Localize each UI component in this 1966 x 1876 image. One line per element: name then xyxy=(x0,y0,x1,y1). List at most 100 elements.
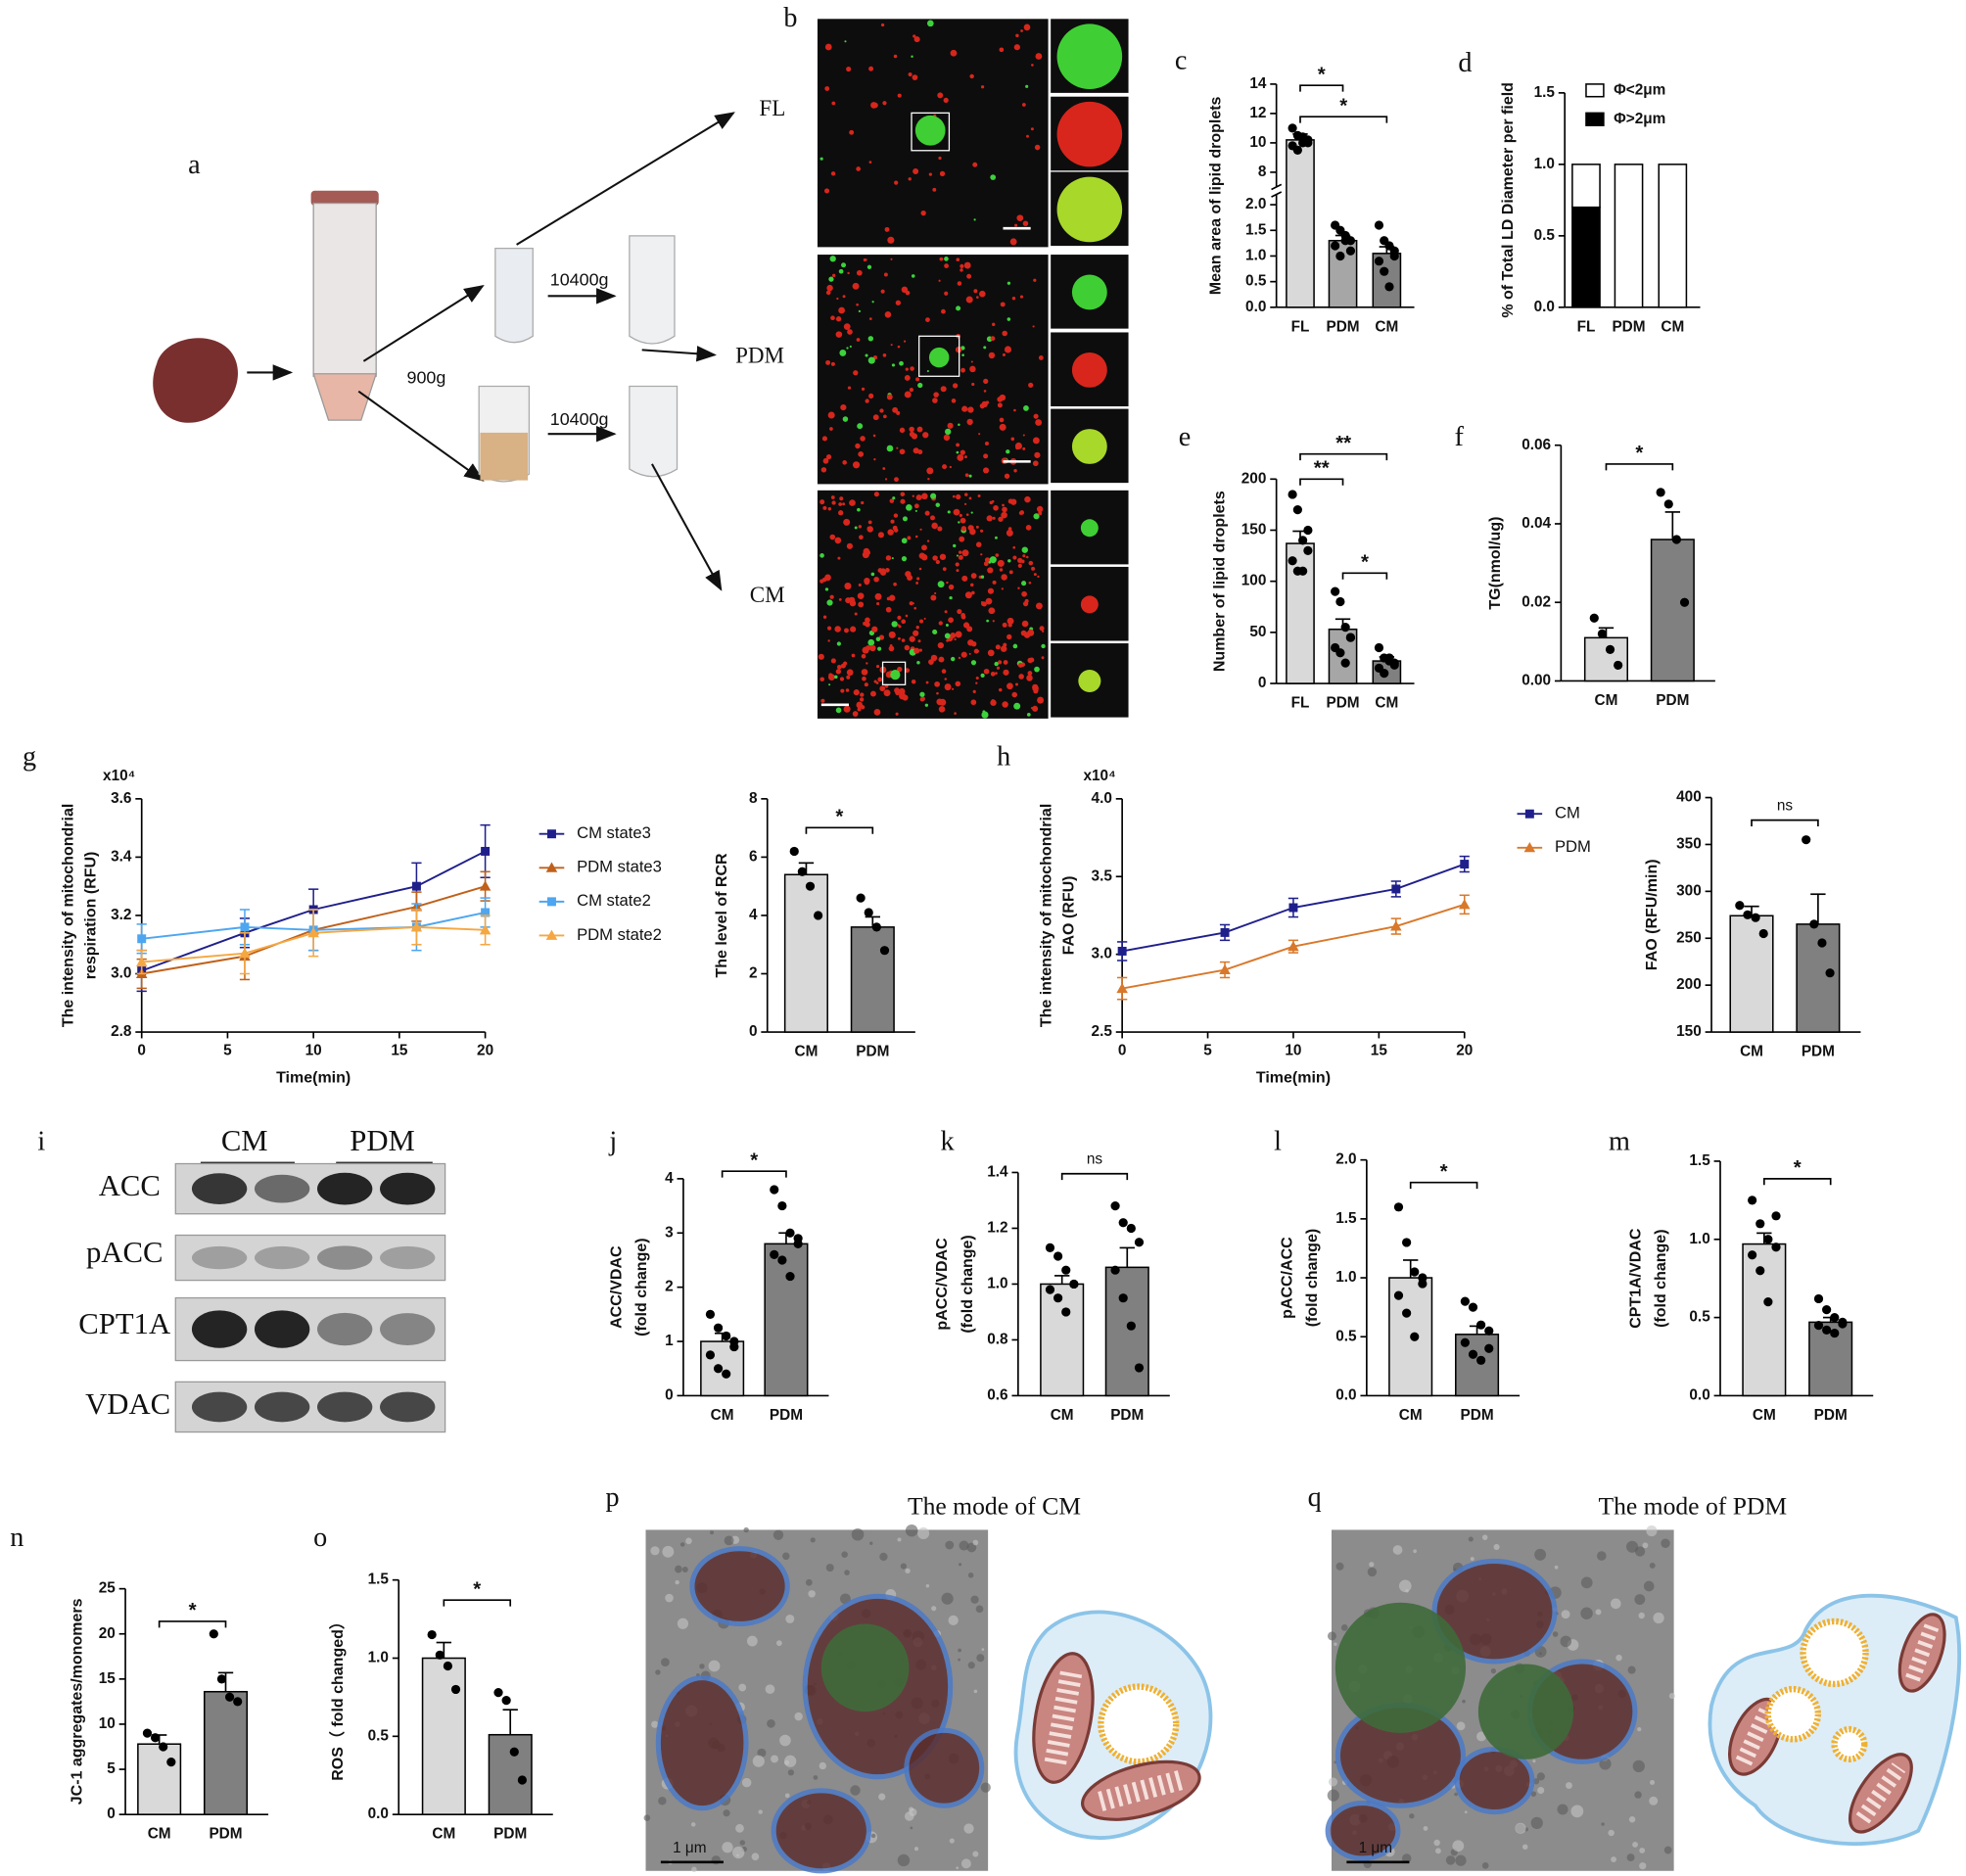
micro-dot xyxy=(959,513,962,518)
micro-dot xyxy=(1026,555,1029,559)
data-point xyxy=(427,1629,437,1640)
micro-dot xyxy=(885,568,890,573)
y-tick-label: 1.5 xyxy=(1689,1152,1710,1169)
em-texture xyxy=(1639,1848,1646,1853)
micro-dot xyxy=(852,461,861,469)
fraction-label: CM xyxy=(750,582,785,607)
micro-dot xyxy=(1002,701,1008,708)
micro-dot xyxy=(1006,317,1011,321)
blot-band xyxy=(254,1174,310,1203)
micro-dot xyxy=(943,97,949,103)
panel-title: The mode of CM xyxy=(908,1492,1081,1521)
y-axis-label: Mean area of lipid droplets xyxy=(1207,96,1224,295)
micro-dot xyxy=(856,338,861,342)
data-point xyxy=(1118,1218,1128,1228)
micro-dot xyxy=(999,423,1006,431)
micro-dot xyxy=(950,656,956,662)
data-point xyxy=(1771,1243,1781,1252)
em-texture xyxy=(736,1853,739,1857)
droplet xyxy=(914,115,946,146)
data-point xyxy=(1134,1238,1145,1247)
micro-dot xyxy=(955,562,960,567)
data-point xyxy=(1335,251,1345,261)
micro-dot xyxy=(846,542,854,549)
micro-dot xyxy=(968,474,972,478)
protein-label: VDAC xyxy=(85,1387,170,1421)
panel-i: i CM PDM ACC pACC CPT1A VDAC xyxy=(37,1124,446,1433)
micro-dot xyxy=(889,644,893,647)
micro-dot xyxy=(1023,405,1029,411)
em-texture xyxy=(775,1640,782,1647)
y-tick-label: 200 xyxy=(1241,470,1267,487)
micro-dot xyxy=(927,477,930,481)
data-point xyxy=(233,1697,243,1707)
micro-dot xyxy=(829,594,834,599)
lipid-droplet xyxy=(1334,1602,1467,1733)
micro-dot xyxy=(840,404,847,411)
em-texture xyxy=(945,1540,955,1550)
data-point xyxy=(1410,1267,1420,1277)
data-point xyxy=(1656,488,1665,497)
micro-dot xyxy=(835,316,842,322)
micro-dot xyxy=(999,417,1005,423)
x-tick-label: 20 xyxy=(477,1042,493,1058)
em-texture xyxy=(651,1720,659,1728)
micro-dot xyxy=(872,434,876,438)
micro-dot xyxy=(1004,346,1012,353)
data-point xyxy=(224,1692,235,1702)
micro-dot xyxy=(970,511,973,514)
data-point xyxy=(1340,623,1350,633)
micro-dot xyxy=(993,504,999,511)
blot-band xyxy=(254,1391,310,1423)
micro-dot xyxy=(1000,302,1006,307)
micro-dot xyxy=(955,680,961,687)
micro-dot xyxy=(966,418,973,426)
data-point xyxy=(1110,1265,1120,1275)
micro-dot xyxy=(877,677,883,682)
y-axis-label: JC-1 aggregates/monomers xyxy=(70,1598,86,1805)
micro-dot xyxy=(849,345,852,349)
em-texture xyxy=(904,1811,914,1821)
micro-dot xyxy=(875,664,880,669)
micro-dot xyxy=(916,577,920,581)
y-tick-label: 0 xyxy=(665,1386,674,1403)
mitochondrion xyxy=(689,1546,790,1627)
micro-dot xyxy=(915,582,919,585)
micro-dot xyxy=(972,162,978,167)
em-texture xyxy=(1634,1594,1646,1605)
micro-dot xyxy=(975,541,982,547)
micro-dot xyxy=(980,553,983,556)
em-texture xyxy=(1570,1805,1584,1818)
micro-dot xyxy=(913,606,917,610)
micro-dot xyxy=(1003,669,1009,676)
em-texture xyxy=(841,1551,848,1558)
micro-dot xyxy=(922,432,929,439)
data-point xyxy=(722,1331,731,1341)
micro-dot xyxy=(944,263,950,268)
em-texture xyxy=(813,1775,819,1780)
micro-dot xyxy=(897,93,902,98)
micro-dot xyxy=(914,535,918,539)
micro-dot xyxy=(956,305,961,311)
em-texture xyxy=(1626,1540,1639,1553)
x-tick-label: 0 xyxy=(1118,1042,1127,1058)
data-point xyxy=(1671,535,1682,544)
micro-dot xyxy=(932,629,938,634)
em-texture xyxy=(1493,1543,1500,1551)
data-point xyxy=(1126,1223,1136,1234)
micro-dot xyxy=(942,567,947,571)
panel-letter: f xyxy=(1455,422,1465,452)
micro-dot xyxy=(926,20,934,27)
y-tick-label: 2.0 xyxy=(1335,1151,1356,1168)
marker xyxy=(240,922,250,932)
micro-dot xyxy=(984,442,989,446)
axis-break xyxy=(1271,183,1283,191)
em-texture xyxy=(1327,1631,1336,1641)
micro-dot xyxy=(899,360,904,366)
em-texture xyxy=(819,1761,826,1770)
micro-dot xyxy=(988,352,996,359)
em-texture xyxy=(787,1769,795,1776)
micro-dot xyxy=(846,347,849,350)
em-texture xyxy=(1649,1562,1656,1569)
data-point xyxy=(1287,123,1297,133)
